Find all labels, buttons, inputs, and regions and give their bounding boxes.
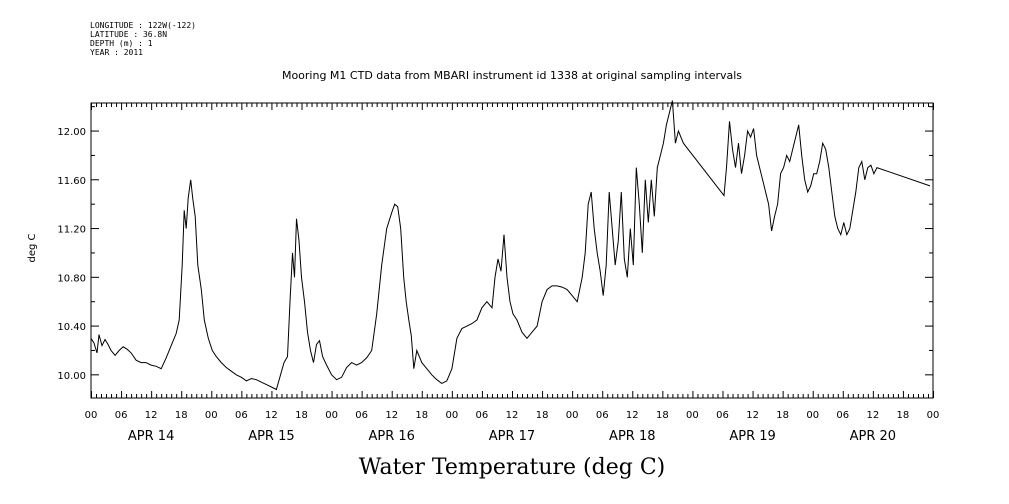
x-axis-label: Water Temperature (deg C): [359, 455, 666, 480]
x-tick-label: 18: [295, 410, 308, 421]
x-tick-label: 12: [145, 410, 158, 421]
day-label: APR 17: [489, 429, 535, 444]
x-tick-label: 12: [866, 410, 879, 421]
plot-frame: [90, 102, 934, 399]
x-tick-label: 06: [476, 410, 489, 421]
y-tick-label: 10.80: [57, 273, 86, 284]
x-tick-label: 18: [656, 410, 669, 421]
x-tick-label: 00: [205, 410, 218, 421]
x-tick-label: 06: [596, 410, 609, 421]
y-tick-label: 11.60: [57, 176, 86, 187]
x-tick-label: 12: [626, 410, 639, 421]
x-tick-label: 00: [85, 410, 98, 421]
metadata-block: LONGITUDE : 122W(-122) LATITUDE : 36.8N …: [90, 21, 196, 57]
latitude-label: LATITUDE : 36.8N: [90, 30, 168, 39]
day-label: APR 15: [248, 429, 294, 444]
depth-label: DEPTH (m) : 1: [90, 39, 153, 48]
x-tick-label: 18: [536, 410, 549, 421]
day-label: APR 16: [368, 429, 414, 444]
x-tick-label: 12: [265, 410, 278, 421]
x-tick-label: 00: [325, 410, 338, 421]
day-label: APR 14: [128, 429, 174, 444]
chart-title: Mooring M1 CTD data from MBARI instrumen…: [282, 69, 742, 82]
x-tick-label: 18: [776, 410, 789, 421]
x-tick-label: 12: [506, 410, 519, 421]
y-tick-label: 10.40: [57, 322, 86, 333]
x-tick-label: 18: [415, 410, 428, 421]
day-label: APR 18: [609, 429, 655, 444]
x-tick-label: 00: [927, 410, 940, 421]
y-axis-label: deg C: [27, 233, 38, 262]
x-tick-label: 06: [115, 410, 128, 421]
x-tick-label: 06: [716, 410, 729, 421]
day-label: APR 20: [850, 429, 896, 444]
x-tick-label: 06: [836, 410, 849, 421]
year-label: YEAR : 2011: [90, 48, 143, 57]
tick-labels: 10.00 10.40 10.80 11.20 11.60 12.00 00 06 12 18 00…: [57, 127, 939, 444]
y-tick-label: 11.20: [57, 225, 86, 236]
x-tick-label: 00: [686, 410, 699, 421]
x-tick-label: 18: [175, 410, 188, 421]
x-tick-label: 00: [806, 410, 819, 421]
x-tick-label: 06: [355, 410, 368, 421]
x-tick-label: 12: [746, 410, 759, 421]
series-line: [90, 100, 931, 391]
series-layer: [90, 100, 931, 391]
x-tick-label: 00: [445, 410, 458, 421]
x-tick-label: 06: [235, 410, 248, 421]
longitude-label: LONGITUDE : 122W(-122): [90, 21, 196, 30]
y-tick-label: 10.00: [57, 371, 86, 382]
x-tick-label: 12: [385, 410, 398, 421]
x-tick-label: 18: [897, 410, 910, 421]
y-tick-label: 12.00: [57, 127, 86, 138]
axis-ticks: [91, 103, 934, 398]
day-label: APR 19: [729, 429, 775, 444]
x-tick-label: 00: [566, 410, 579, 421]
